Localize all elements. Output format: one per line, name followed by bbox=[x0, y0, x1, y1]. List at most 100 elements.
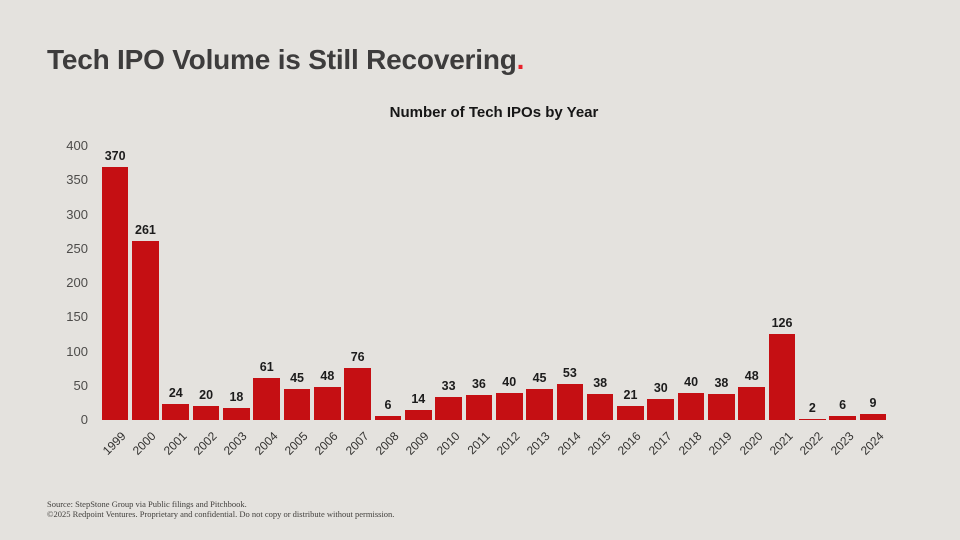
bar-slot-2013: 45 2013 bbox=[524, 146, 554, 458]
bar-slot-1999: 370 1999 bbox=[100, 146, 130, 458]
bar-value-label-2018: 40 bbox=[684, 375, 699, 389]
x-axis-tick-label-2015: 2015 bbox=[584, 429, 614, 458]
bar-value-label-2003: 18 bbox=[229, 390, 244, 404]
y-axis-tick-label: 0 bbox=[80, 412, 88, 427]
bar-slot-2019: 38 2019 bbox=[706, 146, 736, 458]
bar-2001 bbox=[162, 404, 190, 420]
bar-slot-2003: 18 2003 bbox=[221, 146, 251, 458]
bar-2017 bbox=[647, 399, 675, 420]
bar-2015 bbox=[586, 394, 614, 420]
y-axis-tick-label: 100 bbox=[66, 343, 88, 359]
x-axis-tick-label-2007: 2007 bbox=[342, 429, 372, 458]
bar-value-label-1999: 370 bbox=[104, 149, 126, 163]
bar-value-label-2019: 38 bbox=[714, 376, 729, 390]
bar-slot-2018: 40 2018 bbox=[676, 146, 706, 458]
bar-slot-2015: 38 2015 bbox=[585, 146, 615, 458]
bar-value-label-2022: 2 bbox=[808, 401, 816, 415]
page-title: Tech IPO Volume is Still Recovering. bbox=[47, 44, 524, 76]
bar-value-label-2024: 9 bbox=[869, 396, 877, 410]
bar-value-label-2014: 53 bbox=[562, 366, 577, 380]
bar-slot-2022: 2 2022 bbox=[797, 146, 827, 458]
bar-2018 bbox=[677, 393, 705, 420]
bar-slot-2008: 6 2008 bbox=[373, 146, 403, 458]
bar-series: 370 1999 261 2000 24 2001 20 2002 18 2003 61 2004 45… bbox=[100, 146, 888, 458]
bar-slot-2020: 48 2020 bbox=[736, 146, 767, 458]
x-axis-tick-label-2005: 2005 bbox=[281, 429, 311, 458]
chart-plot-area: 370 1999 261 2000 24 2001 20 2002 18 2003 61 2004 45… bbox=[100, 146, 888, 458]
bar-2021 bbox=[768, 334, 796, 420]
bar-value-label-2004: 61 bbox=[259, 360, 274, 374]
bar-2022 bbox=[799, 419, 826, 420]
bar-slot-2024: 9 2024 bbox=[858, 146, 888, 458]
bar-slot-2006: 48 2006 bbox=[312, 146, 342, 458]
x-axis-tick-label-2013: 2013 bbox=[524, 429, 554, 458]
bar-value-label-2002: 20 bbox=[199, 388, 214, 402]
bar-2006 bbox=[314, 387, 341, 420]
bar-2019 bbox=[708, 394, 735, 420]
x-axis-tick-label-2020: 2020 bbox=[736, 429, 766, 458]
bar-value-label-2005: 45 bbox=[290, 371, 304, 385]
y-axis-tick-label: 150 bbox=[66, 309, 88, 325]
bar-slot-2004: 61 2004 bbox=[251, 146, 282, 458]
bar-value-label-2006: 48 bbox=[320, 369, 335, 383]
bar-slot-2016: 21 2016 bbox=[615, 146, 645, 458]
x-axis-tick-label-2021: 2021 bbox=[766, 429, 796, 458]
footer-source-line: Source: StepStone Group via Public filin… bbox=[47, 499, 247, 509]
x-axis-tick-label-2011: 2011 bbox=[464, 429, 493, 458]
bar-slot-2001: 24 2001 bbox=[161, 146, 191, 458]
bar-2010 bbox=[435, 397, 462, 420]
bar-2003 bbox=[223, 408, 250, 420]
bar-2020 bbox=[738, 387, 766, 420]
y-axis-tick-label: 400 bbox=[66, 138, 88, 153]
bar-2011 bbox=[465, 395, 493, 420]
x-axis-tick-label-2019: 2019 bbox=[706, 429, 735, 458]
bar-2014 bbox=[556, 384, 584, 420]
bar-slot-2010: 33 2010 bbox=[433, 146, 463, 458]
bar-value-label-2011: 36 bbox=[471, 377, 486, 391]
bar-value-label-2010: 33 bbox=[441, 379, 456, 393]
bar-value-label-2015: 38 bbox=[593, 376, 608, 390]
x-axis-tick-label-2000: 2000 bbox=[130, 429, 160, 458]
bar-value-label-2000: 261 bbox=[135, 223, 156, 237]
x-axis-tick-label-2008: 2008 bbox=[372, 429, 402, 458]
bar-slot-2023: 6 2023 bbox=[827, 146, 858, 458]
bar-value-label-2007: 76 bbox=[350, 350, 365, 364]
bar-value-label-2023: 6 bbox=[839, 398, 847, 412]
bar-2012 bbox=[495, 393, 523, 420]
x-axis-tick-label-2010: 2010 bbox=[433, 429, 463, 458]
x-axis-tick-label-2024: 2024 bbox=[857, 429, 887, 458]
bar-1999 bbox=[101, 167, 129, 420]
bar-value-label-2001: 24 bbox=[168, 386, 183, 400]
bar-2008 bbox=[374, 416, 402, 420]
page-title-accent-period: . bbox=[516, 44, 525, 75]
bar-slot-2002: 20 2002 bbox=[191, 146, 221, 458]
bar-value-label-2012: 40 bbox=[502, 375, 517, 389]
x-axis-tick-label-2006: 2006 bbox=[312, 429, 341, 458]
bar-value-label-2016: 21 bbox=[623, 388, 638, 402]
bar-slot-2005: 45 2005 bbox=[282, 146, 312, 458]
x-axis-tick-label-2014: 2014 bbox=[554, 429, 584, 458]
footer-copyright-line: ©2025 Redpoint Ventures. Proprietary and… bbox=[47, 509, 395, 519]
y-axis-tick-label: 50 bbox=[73, 377, 88, 393]
x-axis-tick-label-2018: 2018 bbox=[675, 429, 705, 458]
y-axis-tick-label: 300 bbox=[66, 206, 88, 222]
x-axis-tick-label-2017: 2017 bbox=[645, 429, 675, 458]
bar-2007 bbox=[344, 368, 371, 420]
bar-value-label-2008: 6 bbox=[384, 398, 392, 412]
bar-2016 bbox=[617, 406, 644, 420]
bar-slot-2017: 30 2017 bbox=[646, 146, 676, 458]
bar-value-label-2021: 126 bbox=[771, 316, 793, 330]
bar-2005 bbox=[283, 389, 311, 420]
x-axis-tick-label-2004: 2004 bbox=[251, 429, 281, 458]
x-axis-tick-label-2002: 2002 bbox=[190, 429, 220, 458]
bar-2009 bbox=[404, 410, 432, 420]
y-axis-tick-label: 200 bbox=[66, 275, 88, 290]
bar-2024 bbox=[859, 414, 887, 420]
bar-slot-2012: 40 2012 bbox=[494, 146, 524, 458]
x-axis-tick-label-2009: 2009 bbox=[403, 429, 432, 458]
x-axis-tick-label-2023: 2023 bbox=[827, 429, 857, 458]
x-axis-tick-label-2012: 2012 bbox=[493, 429, 523, 458]
bar-slot-2014: 53 2014 bbox=[555, 146, 585, 458]
y-axis-tick-label: 250 bbox=[66, 240, 88, 256]
